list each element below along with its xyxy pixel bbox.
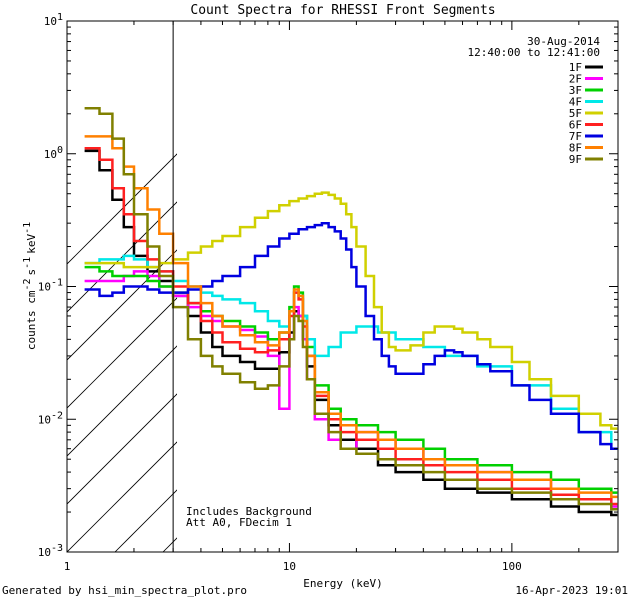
series-line-7f [84,221,618,450]
chart-title: Count Spectra for RHESSI Front Segments [190,3,495,18]
series-line-9f [84,107,618,511]
legend-label-9f: 9F [569,153,582,166]
legend-label-3f: 3F [569,84,582,97]
y-label-kev: keV [25,234,38,254]
legend-label-7f: 7F [569,130,582,143]
y-tick-label: 10-2 [38,410,63,426]
series-line-8f [84,135,618,499]
y-label-s: s [25,269,38,276]
series-group [84,107,618,517]
x-axis-label: Energy (keV) [303,577,382,590]
legend-label-6f: 6F [569,119,582,132]
hatch-line [67,393,177,505]
series-line-3f [84,265,618,494]
y-label-counts: counts cm [25,290,38,350]
hatch-line [67,201,177,313]
time-range-label: 12:40:00 to 12:41:00 [468,46,600,59]
footer-timestamp: 16-Apr-2023 19:01 [515,584,628,597]
y-axis-label: counts cm-2s-1keV-1 [22,222,38,350]
legend-label-4f: 4F [569,96,582,109]
axis-ticks [66,21,619,553]
date-label: 30-Aug-2014 [527,35,600,48]
y-tick-labels: 10-3 10-2 10-1 100 101 [38,12,63,559]
x-tick-label: 10 [283,560,296,573]
y-label-exp2: -1 [22,257,33,269]
y-label-exp1: -2 [22,278,33,290]
footer-generated: Generated by hsi_min_spectra_plot.pro [2,584,247,597]
legend-label-1f: 1F [569,61,582,74]
x-tick-label: 1 [64,560,71,573]
legend-label-8f: 8F [569,142,582,155]
y-tick-label: 100 [44,145,63,161]
y-tick-label: 10-3 [38,543,63,559]
series-line-5f [84,191,618,430]
legend-label-2f: 2F [569,73,582,86]
note-background: Includes Background [186,505,312,518]
y-label-exp3: -1 [22,222,33,234]
y-tick-label: 10-1 [38,278,63,294]
hatch-line [67,441,177,552]
y-tick-label: 101 [44,12,63,28]
series-line-6f [84,147,618,506]
note-attenuator: Att A0, FDecim 1 [186,516,292,529]
x-tick-label: 100 [502,560,522,573]
legend-label-5f: 5F [569,107,582,120]
x-tick-labels: 1 10 100 [64,560,522,573]
